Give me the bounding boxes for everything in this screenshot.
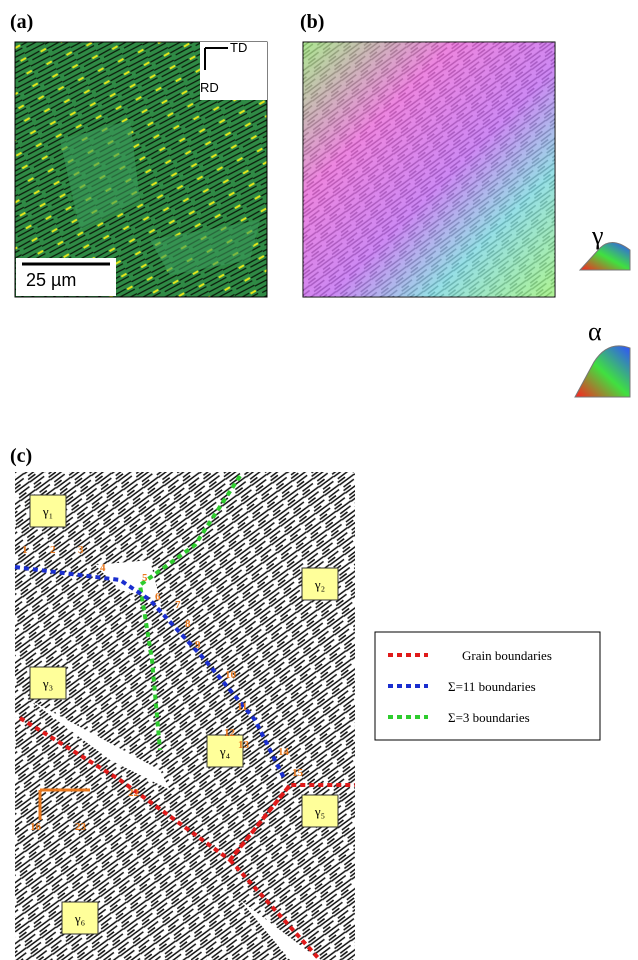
point-label: 12 (224, 727, 236, 739)
point-label: 15 (292, 767, 304, 779)
legend-label: Σ=11 boundaries (448, 679, 536, 694)
axis-label: TD (230, 40, 247, 55)
legend-label: Grain boundaries (462, 648, 552, 663)
figure: (a) TD RD 25 µm (b) γ α (c) Grain bounda… (0, 0, 638, 960)
point-label: 5 (142, 572, 148, 584)
point-label: 23 (75, 821, 87, 833)
point-label: 22 (128, 787, 140, 799)
grain-label: γ₆ (74, 911, 85, 926)
grain-label: γ₂ (314, 577, 325, 592)
point-label: 4 (100, 562, 106, 574)
axis-label: RD (200, 80, 219, 95)
grain-label: γ₄ (219, 744, 231, 759)
point-label: 3 (78, 544, 84, 556)
key-label: γ (591, 221, 604, 250)
point-label: 2 (50, 544, 56, 556)
point-label: 1 (22, 544, 28, 556)
ipf-key (580, 242, 630, 270)
point-label: 9 (195, 639, 201, 651)
point-label: 13 (238, 739, 250, 751)
point-label: 10 (225, 669, 237, 681)
point-label: 6 (155, 591, 161, 603)
grain-label: γ₃ (42, 676, 53, 691)
point-label: 7 (175, 599, 181, 611)
grain-label: γ₅ (314, 804, 325, 819)
point-label: 8 (185, 618, 191, 630)
panel-label: (c) (10, 445, 32, 467)
scale-label: 25 µm (26, 270, 76, 290)
point-label: 14 (278, 746, 290, 758)
legend-label: Σ=3 boundaries (448, 710, 530, 725)
grain-label: γ₁ (42, 504, 53, 519)
point-label: 16 (30, 821, 42, 833)
panel-label: (a) (10, 11, 33, 33)
key-label: α (588, 317, 602, 346)
panel-label: (b) (300, 11, 324, 33)
ipf-key (575, 346, 630, 397)
boundary-map (15, 472, 355, 960)
texture (303, 42, 555, 297)
point-label: 11 (237, 701, 247, 713)
